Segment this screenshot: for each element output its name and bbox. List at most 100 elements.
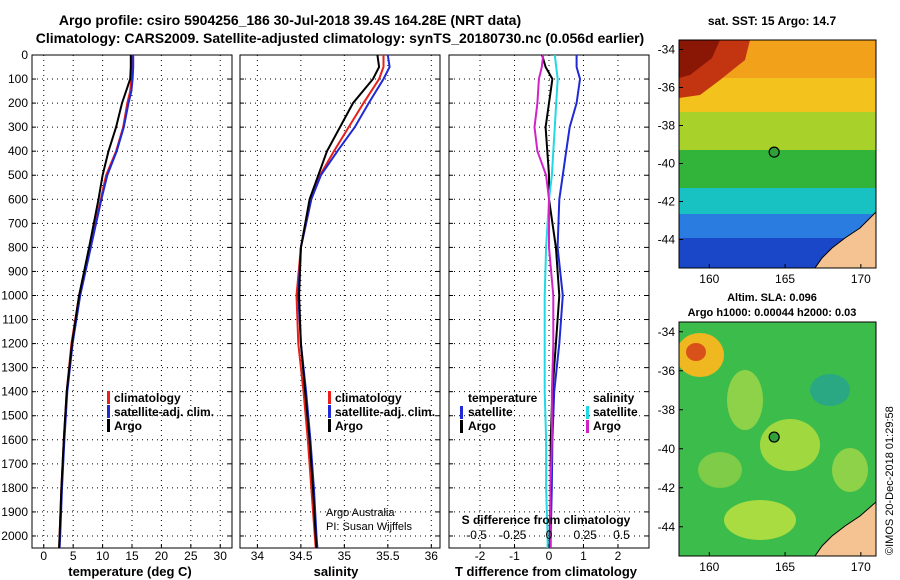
figure-title-line1: Argo profile: csiro 5904256_186 30-Jul-2…	[59, 12, 521, 28]
x-tick-label: 10	[96, 549, 110, 563]
x-tick-label: 25	[184, 549, 198, 563]
map-y-tick-label: -34	[658, 325, 676, 339]
sst-field	[679, 40, 876, 268]
difference-legend: temperature satellite Argo salinity sate…	[460, 391, 638, 433]
sst-fill-band	[679, 214, 876, 240]
sla-map-frame	[678, 321, 877, 557]
sla-fill-band	[727, 370, 763, 430]
depth-tick-label: 700	[8, 216, 28, 230]
temperature-legend: climatology satellite-adj. clim. Argo	[107, 391, 214, 433]
sla-map-title-line1: Altim. SLA: 0.096	[727, 292, 817, 304]
x-tick-label: -1	[509, 549, 520, 563]
legend-label-argo: Argo	[335, 419, 363, 433]
sst-land	[814, 211, 876, 268]
depth-tick-label: 300	[8, 120, 28, 134]
depth-tick-label: 1000	[1, 288, 28, 302]
x-tick-label: -2	[475, 549, 486, 563]
sla-fill-band	[832, 448, 868, 492]
argo-position-marker	[768, 146, 780, 158]
depth-tick-label: 800	[8, 240, 28, 254]
sla-land	[814, 501, 876, 556]
sst-fill-band	[679, 188, 876, 216]
sla-fill-band	[760, 419, 820, 471]
legend-swatch-climatology	[107, 391, 110, 404]
x-tick-label: 20	[155, 549, 169, 563]
map-y-tick-label: -44	[658, 520, 676, 534]
depth-tick-label: 500	[8, 168, 28, 182]
series-line-argo	[298, 54, 381, 549]
x-tick-label: 34	[251, 549, 265, 563]
sla-fill-band	[698, 452, 742, 488]
x-tick-label: 36	[425, 549, 439, 563]
depth-tick-label: 1100	[2, 313, 28, 327]
salinity-legend: climatology satellite-adj. clim. Argo	[328, 391, 435, 433]
map-y-tick-label: -34	[658, 43, 676, 57]
depth-tick-label: 1500	[1, 409, 28, 423]
temperature-xlabel: temperature (deg C)	[68, 564, 192, 579]
sst-fill-band	[679, 112, 876, 152]
sst-map-title: sat. SST: 15 Argo: 14.7	[708, 14, 837, 28]
legend-swatch-argo	[107, 419, 110, 432]
x-tick-label: 0	[546, 549, 553, 563]
legend-swatch-argo	[328, 419, 331, 432]
legend-label-s-satellite: satellite	[593, 405, 638, 419]
sla-map-title-line2: Argo h1000: 0.00044 h2000: 0.03	[688, 307, 857, 319]
x-tick-label: 1	[580, 549, 587, 563]
salinity-diff-tick-label: 0	[546, 528, 553, 542]
map-y-tick-label: -38	[658, 403, 676, 417]
depth-tick-label: 1700	[1, 457, 28, 471]
map-y-tick-label: -38	[658, 119, 676, 133]
legend-label-t-argo: Argo	[468, 419, 496, 433]
x-tick-label: 2	[615, 549, 622, 563]
map-y-tick-label: -44	[658, 233, 676, 247]
legend-swatch-t-satellite	[460, 406, 463, 419]
legend-label-climatology: climatology	[335, 391, 402, 405]
map-x-tick-label: 160	[699, 560, 719, 574]
difference-top-label: S difference from climatology	[462, 513, 631, 527]
depth-tick-label: 1400	[1, 385, 28, 399]
sla-map: Altim. SLA: 0.096 Argo h1000: 0.00044 h2…	[658, 292, 877, 574]
sla-map-ticks: -34 -36 -38 -40 -42 -44 160 165 170	[658, 325, 872, 574]
x-tick-label: 0	[40, 549, 47, 563]
difference-salinity-ticks: -0.5 -0.25 0 0.25 0.5	[466, 528, 630, 542]
imos-watermark: ©IMOS 20-Dec-2018 01:29:58	[884, 406, 896, 555]
depth-tick-label: 900	[8, 264, 28, 278]
credit-line2: PI: Susan Wijffels	[326, 521, 412, 533]
temperature-panel: 0 5 10 15 20 25 30 temperature (deg C) climato…	[31, 54, 233, 579]
legend-swatch-satellite	[328, 405, 331, 418]
difference-x-ticks: -2 -1 0 1 2	[475, 544, 622, 563]
depth-tick-label: 400	[8, 144, 28, 158]
map-y-tick-label: -36	[658, 364, 676, 378]
map-y-tick-label: -42	[658, 481, 676, 495]
legend-label-climatology: climatology	[114, 391, 181, 405]
map-x-tick-label: 165	[775, 272, 795, 286]
depth-tick-label: 2000	[1, 529, 28, 543]
salinity-x-ticks: 34 34.5 35 35.5 36	[251, 544, 439, 563]
map-x-tick-label: 170	[851, 272, 871, 286]
difference-xlabel: T difference from climatology	[455, 564, 638, 579]
depth-tick-label: 200	[8, 96, 28, 110]
legend-title-temperature: temperature	[468, 391, 538, 405]
map-x-tick-label: 165	[775, 560, 795, 574]
legend-label-satellite: satellite-adj. clim.	[114, 405, 214, 419]
map-y-tick-label: -36	[658, 81, 676, 95]
temperature-x-ticks: 0 5 10 15 20 25 30	[40, 544, 227, 563]
temperature-series	[58, 55, 135, 549]
legend-label-argo: Argo	[114, 419, 142, 433]
sla-fill-band	[724, 500, 796, 540]
difference-plot-frame	[448, 54, 650, 549]
map-y-tick-label: -42	[658, 195, 676, 209]
legend-swatch-climatology	[328, 391, 331, 404]
salinity-diff-tick-label: 0.25	[574, 528, 598, 542]
x-tick-label: 30	[214, 549, 228, 563]
x-tick-label: 35	[338, 549, 352, 563]
salinity-plot-frame	[239, 54, 441, 549]
legend-swatch-t-argo	[460, 420, 463, 433]
series-line-argo	[58, 55, 132, 549]
credit-line1: Argo Australia	[326, 507, 395, 519]
legend-label-satellite: satellite-adj. clim.	[335, 405, 435, 419]
map-y-tick-label: -40	[658, 442, 676, 456]
legend-label-t-satellite: satellite	[468, 405, 513, 419]
depth-tick-label: 100	[8, 72, 28, 86]
